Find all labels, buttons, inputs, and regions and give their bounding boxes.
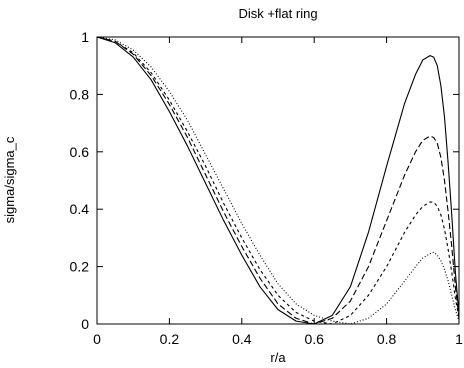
x-axis-ticks: 0 0.2 0.4 0.6 0.8 1 xyxy=(93,37,463,347)
y-axis-ticks: 0 0.2 0.4 0.6 0.8 1 xyxy=(70,29,459,332)
y-tick-label: 0.2 xyxy=(70,259,90,275)
series-line-3-short-dashed xyxy=(96,36,460,325)
y-tick-label: 1 xyxy=(81,29,89,45)
y-tick-label: 0 xyxy=(81,316,89,332)
y-tick-label: 0.8 xyxy=(70,86,90,102)
series-line-4-dotted xyxy=(96,36,460,325)
x-axis-label: r/a xyxy=(270,350,286,365)
y-tick-label: 0.4 xyxy=(70,201,90,217)
x-tick-label: 0 xyxy=(93,331,101,347)
series-group xyxy=(96,36,460,325)
chart-title: Disk +flat ring xyxy=(238,6,317,21)
x-tick-label: 0.6 xyxy=(304,331,324,347)
series-line-1-solid xyxy=(96,36,460,325)
x-tick-label: 0.8 xyxy=(377,331,397,347)
x-tick-label: 0.4 xyxy=(232,331,252,347)
plot-frame xyxy=(96,36,460,325)
y-tick-label: 0.6 xyxy=(70,144,90,160)
x-tick-label: 0.2 xyxy=(160,331,180,347)
y-axis-label: sigma/sigma_c xyxy=(2,136,17,223)
series-line-2-dashed xyxy=(96,36,460,325)
x-tick-label: 1 xyxy=(455,331,463,347)
